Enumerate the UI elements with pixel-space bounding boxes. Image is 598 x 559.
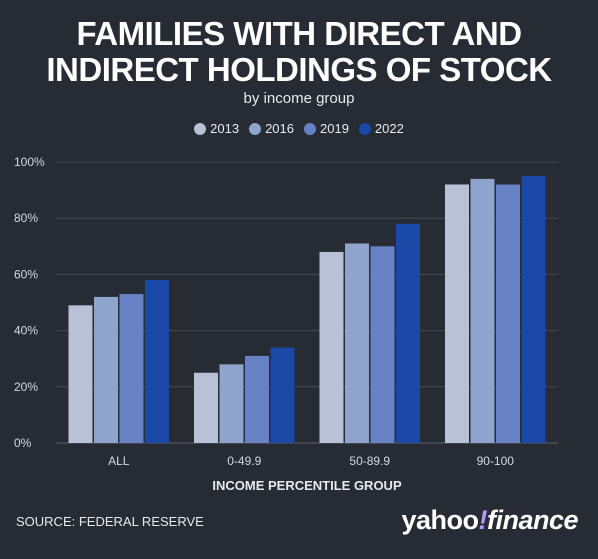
bar-2022-90-100 (521, 176, 546, 444)
x-tick-label: ALL (108, 454, 130, 468)
bar-2013-50-89.9 (319, 251, 344, 443)
y-tick-label: 20% (14, 380, 38, 394)
chart-subtitle: by income group (243, 90, 355, 107)
bar-2016-90-100 (470, 178, 495, 444)
legend-item-2016: 2016 (249, 121, 294, 136)
bar-2019-0-49.9 (245, 355, 269, 443)
y-tick-label: 60% (14, 267, 38, 281)
bar-2016-0-49.9 (219, 364, 244, 443)
chart-title: FAMILIES WITH DIRECT AND INDIRECT HOLDIN… (46, 15, 552, 88)
bar-2013-ALL (68, 305, 93, 443)
brand-suffix: finance (486, 505, 579, 535)
x-axis-label: INCOME PERCENTILE GROUP (212, 478, 402, 493)
bar-2013-90-100 (445, 184, 469, 444)
legend-swatch (249, 122, 262, 135)
x-tick-label: 0-49.9 (227, 454, 261, 468)
bar-2022-ALL (145, 280, 169, 443)
source-note: SOURCE: FEDERAL RESERVE (16, 514, 204, 529)
brand-logo: yahoo!finance (401, 505, 578, 536)
legend-swatch (358, 122, 371, 135)
bar-2016-ALL (94, 296, 118, 443)
legend-label: 2019 (320, 121, 349, 136)
bar-2013-0-49.9 (194, 372, 218, 443)
y-tick-label: 100% (14, 155, 45, 169)
bar-2022-50-89.9 (396, 223, 420, 443)
bar-2019-90-100 (496, 184, 520, 444)
y-tick-label: 0% (14, 436, 32, 450)
bar-2019-ALL (119, 294, 144, 443)
legend-item-2013: 2013 (194, 121, 239, 136)
legend-label: 2016 (265, 121, 294, 136)
bar-2019-50-89.9 (370, 246, 395, 443)
bar-2022-0-49.9 (270, 347, 295, 443)
legend-label: 2013 (210, 121, 240, 136)
legend-item-2019: 2019 (304, 121, 349, 136)
x-tick-label: 50-89.9 (349, 454, 390, 468)
y-tick-label: 40% (14, 324, 38, 338)
brand-mark: ! (478, 505, 487, 535)
legend-swatch (304, 122, 316, 135)
brand-text: yahoo (401, 505, 479, 535)
legend: 2013 2016 2019 2022 (0, 121, 598, 136)
legend-label: 2022 (374, 121, 404, 136)
legend-item-2022: 2022 (358, 121, 404, 136)
bar-2016-50-89.9 (345, 243, 369, 443)
legend-swatch (194, 122, 207, 135)
y-tick-label: 80% (14, 211, 38, 225)
x-tick-label: 90-100 (477, 454, 515, 468)
